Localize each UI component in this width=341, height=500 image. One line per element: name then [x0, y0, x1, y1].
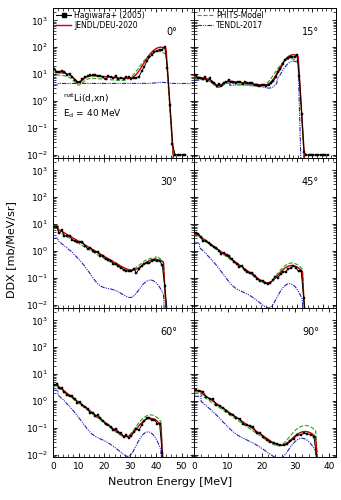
Legend: PHITS-Model, TENDL-2017: PHITS-Model, TENDL-2017	[197, 10, 264, 31]
Text: E$_{\rm d}$ = 40 MeV: E$_{\rm d}$ = 40 MeV	[63, 108, 122, 120]
Text: DDX [mb/MeV/sr]: DDX [mb/MeV/sr]	[6, 202, 16, 298]
Text: 60°: 60°	[160, 327, 177, 337]
Legend: Hagiwara+ (2005), JENDL/DEU-2020: Hagiwara+ (2005), JENDL/DEU-2020	[55, 10, 146, 31]
Text: Neutron Energy [MeV]: Neutron Energy [MeV]	[108, 477, 233, 487]
Text: 30°: 30°	[160, 177, 177, 187]
Text: 15°: 15°	[302, 27, 319, 37]
Text: $^{\rm nat}$Li(d,xn): $^{\rm nat}$Li(d,xn)	[63, 92, 109, 105]
Text: 0°: 0°	[166, 27, 177, 37]
Text: 90°: 90°	[302, 327, 319, 337]
Text: 45°: 45°	[302, 177, 319, 187]
